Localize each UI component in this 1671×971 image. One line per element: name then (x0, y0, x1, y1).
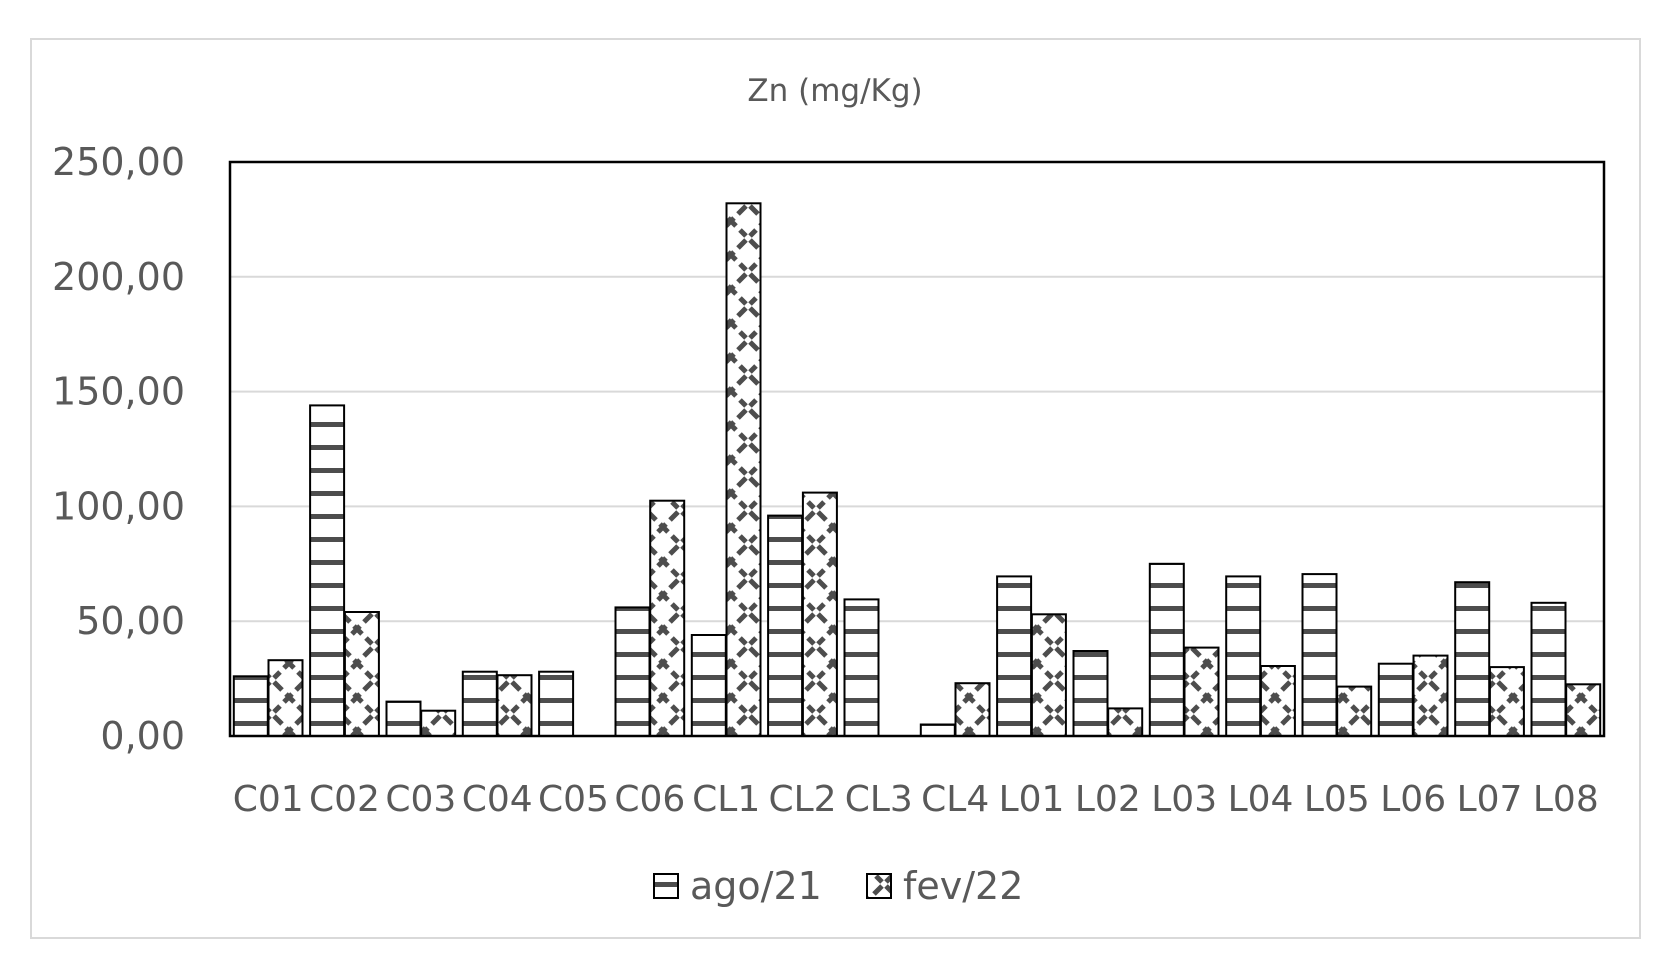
x-tick-label: L06 (1380, 779, 1446, 820)
bar-c02-series-1 (309, 404, 346, 737)
x-tick-label: L04 (1228, 779, 1294, 820)
bar-c01-series-2 (267, 659, 304, 738)
bar-cl4-series-2 (954, 682, 991, 738)
x-tick-label: L03 (1151, 779, 1217, 820)
y-tick-label: 200,00 (52, 255, 185, 299)
bar-l04-series-2 (1259, 665, 1296, 737)
bar-l02-series-2 (1107, 707, 1144, 738)
bar-cl1-series-2 (725, 202, 762, 738)
x-axis-tick-labels: C01 C02 C03 C04 C05 C06 CL1 CL2 CL3 CL4 L01 L02 L03 L… (233, 779, 1599, 820)
bar-l01-series-2 (1030, 613, 1067, 737)
bar-l05-series-1 (1301, 573, 1338, 737)
x-tick-label: CL1 (692, 779, 760, 820)
x-tick-label: C02 (309, 779, 380, 820)
x-tick-label: CL4 (921, 779, 989, 820)
legend-swatch (653, 873, 679, 899)
x-tick-label: C04 (462, 779, 533, 820)
y-axis-tick-labels: 0,00 50,00 100,00 150,00 200,00 250,00 (52, 140, 185, 758)
bar-l07-series-2 (1488, 666, 1525, 737)
bar-cl2-series-1 (767, 514, 804, 737)
x-tick-label: L05 (1304, 779, 1370, 820)
bar-c03-series-1 (385, 700, 422, 737)
x-tick-label: CL2 (768, 779, 836, 820)
x-tick-label: L08 (1533, 779, 1599, 820)
chart-frame (30, 38, 1641, 939)
bar-l06-series-1 (1377, 662, 1414, 738)
bar-c05-series-1 (538, 670, 575, 738)
y-tick-label: 50,00 (76, 599, 185, 643)
bar-l05-series-2 (1336, 685, 1373, 737)
x-tick-label: C03 (385, 779, 456, 820)
bar-l06-series-2 (1412, 654, 1449, 737)
bar-l07-series-1 (1454, 581, 1491, 738)
chart-title: Zn (mg/Kg) (747, 73, 922, 109)
bar-l08-series-2 (1565, 683, 1602, 737)
legend-label: fev/22 (903, 864, 1023, 908)
bar-cl3-series-1 (843, 598, 880, 738)
x-tick-label: L01 (999, 779, 1065, 820)
legend-label: ago/21 (690, 864, 822, 908)
bar-l03-series-1 (1148, 562, 1185, 737)
bar-c04-series-1 (461, 670, 498, 738)
x-tick-label: C05 (538, 779, 609, 820)
x-tick-label: CL3 (845, 779, 913, 820)
gridlines (230, 275, 1604, 623)
bar-cl2-series-2 (801, 491, 838, 737)
y-tick-label: 100,00 (52, 484, 185, 528)
x-tick-label: C06 (614, 779, 685, 820)
y-tick-label: 0,00 (100, 714, 185, 758)
bar-l02-series-1 (1072, 650, 1109, 737)
y-tick-label: 150,00 (52, 370, 185, 414)
bar-c04-series-2 (496, 674, 533, 738)
bar-l01-series-1 (996, 575, 1033, 738)
bar-c01-series-1 (232, 675, 269, 737)
bar-c02-series-2 (343, 611, 380, 737)
bar-l03-series-2 (1183, 646, 1220, 737)
bar-cl1-series-1 (690, 634, 727, 737)
bar-c06-series-2 (649, 499, 686, 738)
legend: ago/21 fev/22 (653, 864, 1023, 908)
bar-l04-series-1 (1225, 575, 1262, 738)
y-tick-label: 250,00 (52, 140, 185, 184)
plot-area-border (228, 160, 1606, 738)
x-tick-label: L02 (1075, 779, 1141, 820)
bar-cl4-series-1 (919, 723, 956, 737)
bar-l08-series-1 (1530, 601, 1567, 737)
bar-c03-series-2 (420, 709, 457, 738)
x-tick-label: C01 (233, 779, 304, 820)
x-tick-label: L07 (1457, 779, 1523, 820)
legend-swatch (866, 873, 892, 899)
bar-c06-series-1 (614, 606, 651, 738)
